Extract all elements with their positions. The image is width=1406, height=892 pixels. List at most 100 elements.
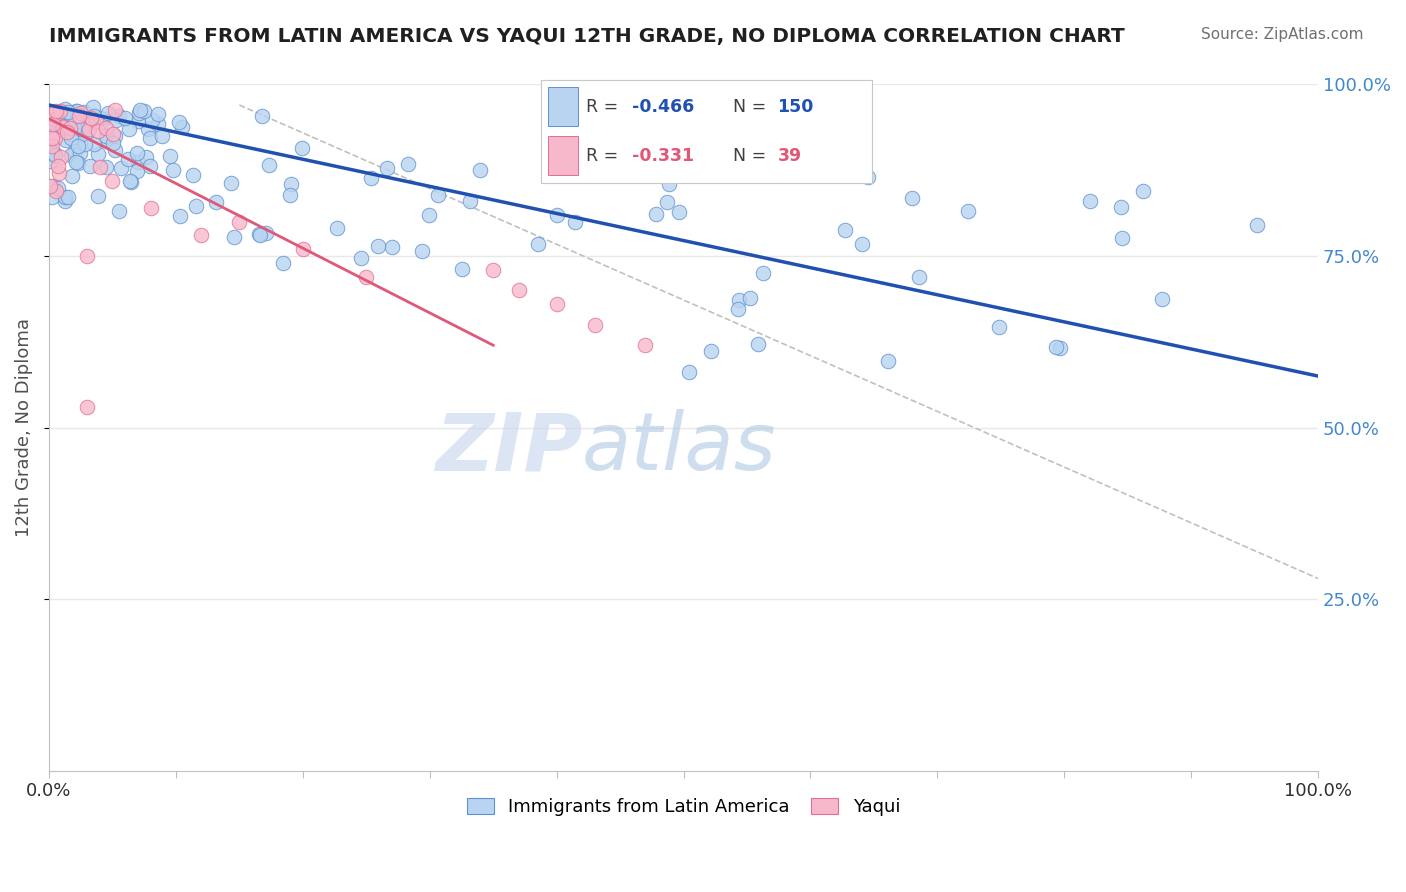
Text: N =: N = (733, 98, 772, 117)
Point (183, 168, 205, 182)
Point (53, 189, 76, 203)
Point (148, 107, 170, 121)
Point (48, 166, 70, 180)
Point (67, 113, 90, 128)
Point (101, 128, 124, 142)
Point (367, 238, 389, 252)
Point (55, 113, 77, 128)
Point (120, 175, 142, 189)
Text: -0.331: -0.331 (633, 146, 695, 165)
Point (678, 365, 700, 379)
Point (728, 293, 751, 307)
Point (127, 164, 149, 178)
Point (167, 115, 190, 129)
Point (63, 115, 86, 129)
Point (458, 194, 481, 208)
Point (45, 184, 67, 198)
Point (94, 129, 117, 144)
Point (291, 141, 314, 155)
Point (41, 190, 63, 204)
Point (169, 210, 191, 224)
Point (856, 169, 879, 184)
Point (80, 111, 103, 125)
Point (53, 116, 76, 130)
Point (127, 114, 149, 128)
Point (105, 112, 128, 127)
Text: 150: 150 (778, 98, 814, 117)
Point (87, 124, 110, 138)
Point (254, 226, 277, 240)
Point (39, 128, 62, 143)
Point (360, 171, 382, 186)
Point (851, 236, 873, 251)
Point (117, 121, 139, 136)
Point (418, 208, 440, 222)
Point (65, 104, 87, 119)
Point (59, 121, 82, 136)
Point (901, 191, 924, 205)
Point (104, 128, 127, 143)
Point (56, 190, 79, 204)
Point (129, 103, 152, 117)
Y-axis label: 12th Grade, No Diploma: 12th Grade, No Diploma (15, 318, 32, 537)
Point (228, 215, 250, 229)
Point (114, 112, 136, 126)
Point (634, 338, 657, 352)
Point (127, 155, 149, 169)
Point (877, 354, 900, 368)
Point (41, 179, 63, 194)
Point (987, 319, 1010, 334)
Point (69, 122, 91, 136)
Point (591, 160, 613, 174)
Point (139, 201, 162, 215)
Point (101, 173, 124, 187)
Point (53, 103, 76, 117)
Point (77, 118, 100, 132)
Point (69, 146, 91, 161)
Point (470, 163, 492, 178)
Point (350, 251, 373, 265)
Point (908, 270, 931, 285)
Text: R =: R = (586, 98, 624, 117)
Point (132, 103, 155, 118)
Point (77, 117, 100, 131)
Point (1132, 184, 1154, 198)
Point (65, 145, 87, 159)
Point (96, 132, 118, 146)
Text: 39: 39 (778, 146, 801, 165)
Point (38, 179, 60, 194)
Point (73, 136, 96, 151)
Point (44, 147, 66, 161)
Point (190, 228, 212, 243)
Point (59, 131, 82, 145)
Point (138, 131, 160, 145)
Point (39, 137, 62, 152)
Point (135, 150, 157, 164)
Point (280, 178, 302, 192)
Point (356, 269, 378, 284)
Text: atlas: atlas (582, 409, 776, 487)
Point (53, 194, 76, 208)
Point (104, 103, 127, 117)
Point (527, 237, 550, 252)
Point (49, 150, 72, 164)
Point (396, 156, 419, 170)
Bar (548, 87, 578, 127)
Point (48, 104, 70, 119)
Point (83, 137, 105, 152)
Point (271, 256, 294, 270)
Point (41, 146, 63, 161)
Point (1152, 292, 1174, 306)
Point (219, 176, 242, 190)
Point (67, 109, 90, 123)
Point (65, 103, 87, 118)
Point (747, 337, 769, 351)
Point (41, 107, 63, 121)
Point (136, 122, 159, 136)
Point (59, 109, 82, 123)
Point (60, 148, 83, 162)
Point (46, 107, 69, 121)
Text: ZIP: ZIP (434, 409, 582, 487)
Bar (548, 136, 578, 175)
Point (66, 156, 89, 170)
